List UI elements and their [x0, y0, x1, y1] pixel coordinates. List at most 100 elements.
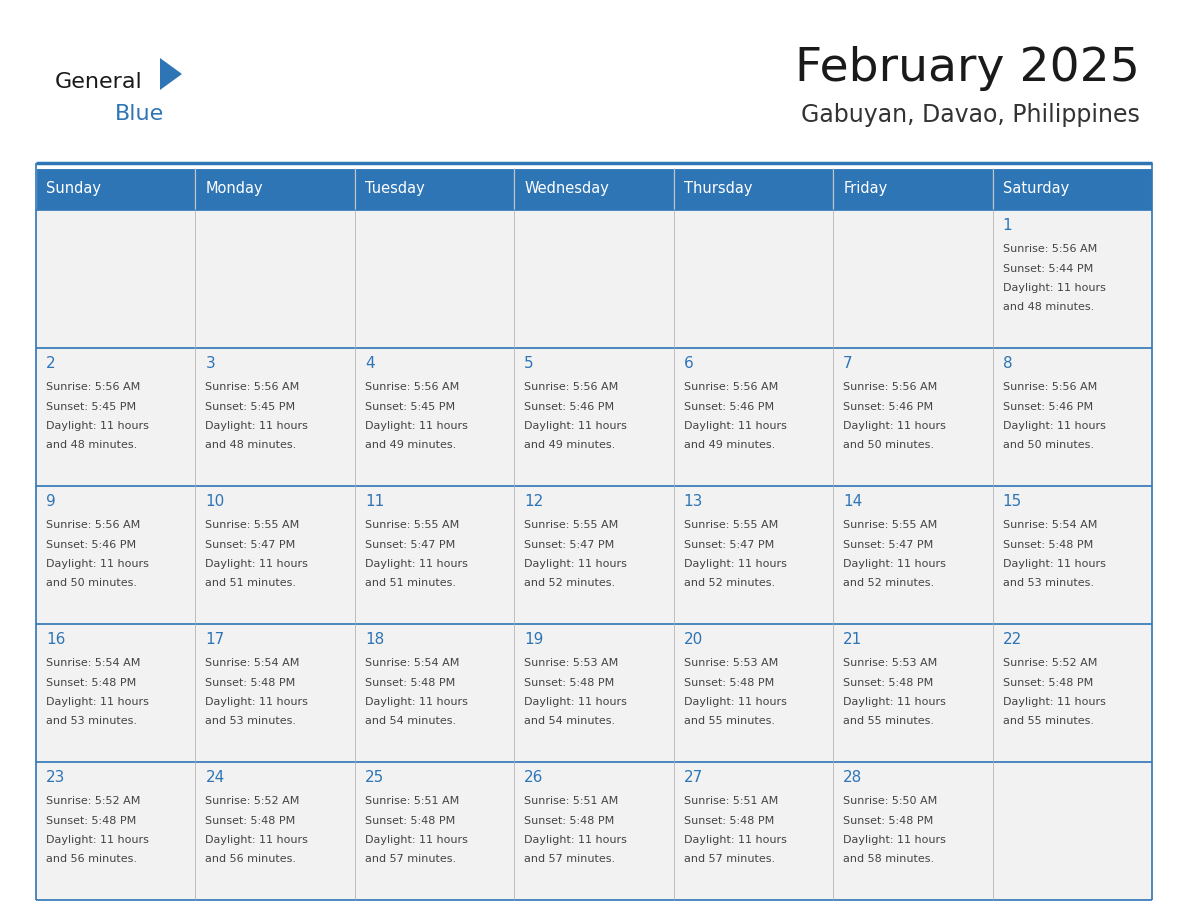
Text: Gabuyan, Davao, Philippines: Gabuyan, Davao, Philippines	[801, 103, 1140, 127]
Text: Blue: Blue	[115, 104, 164, 124]
Text: and 50 minutes.: and 50 minutes.	[46, 578, 137, 588]
Text: and 55 minutes.: and 55 minutes.	[684, 717, 775, 726]
Text: Saturday: Saturday	[1003, 182, 1069, 196]
Text: Sunrise: 5:56 AM: Sunrise: 5:56 AM	[1003, 244, 1097, 254]
Text: Sunset: 5:46 PM: Sunset: 5:46 PM	[1003, 401, 1093, 411]
Text: and 50 minutes.: and 50 minutes.	[1003, 441, 1094, 451]
Text: Sunrise: 5:54 AM: Sunrise: 5:54 AM	[1003, 520, 1097, 530]
Bar	[196, 624, 355, 762]
Text: Sunrise: 5:51 AM: Sunrise: 5:51 AM	[365, 796, 459, 806]
Text: and 48 minutes.: and 48 minutes.	[46, 441, 138, 451]
Text: Wednesday: Wednesday	[524, 182, 609, 196]
Text: 25: 25	[365, 770, 384, 785]
Bar	[514, 168, 674, 210]
Bar	[514, 624, 674, 762]
Text: Daylight: 11 hours: Daylight: 11 hours	[365, 697, 468, 707]
Text: Daylight: 11 hours: Daylight: 11 hours	[46, 697, 148, 707]
Text: 2: 2	[46, 356, 56, 371]
Text: Sunset: 5:48 PM: Sunset: 5:48 PM	[206, 677, 296, 688]
Bar	[992, 624, 1152, 762]
Text: Sunrise: 5:56 AM: Sunrise: 5:56 AM	[843, 382, 937, 392]
Text: Daylight: 11 hours: Daylight: 11 hours	[843, 421, 946, 431]
Text: Sunrise: 5:53 AM: Sunrise: 5:53 AM	[684, 658, 778, 668]
Text: Sunrise: 5:53 AM: Sunrise: 5:53 AM	[843, 658, 937, 668]
Text: Daylight: 11 hours: Daylight: 11 hours	[524, 421, 627, 431]
Text: Daylight: 11 hours: Daylight: 11 hours	[524, 559, 627, 569]
Bar	[992, 762, 1152, 900]
Text: Sunset: 5:47 PM: Sunset: 5:47 PM	[206, 540, 296, 550]
Bar	[674, 168, 833, 210]
Bar	[36, 762, 196, 900]
Text: Daylight: 11 hours: Daylight: 11 hours	[843, 835, 946, 845]
Text: 14: 14	[843, 494, 862, 509]
Text: and 57 minutes.: and 57 minutes.	[524, 855, 615, 865]
Text: and 56 minutes.: and 56 minutes.	[206, 855, 297, 865]
Bar	[674, 762, 833, 900]
Text: Daylight: 11 hours: Daylight: 11 hours	[206, 697, 309, 707]
Bar	[992, 486, 1152, 624]
Text: and 55 minutes.: and 55 minutes.	[1003, 717, 1094, 726]
Bar	[674, 624, 833, 762]
Text: Sunrise: 5:54 AM: Sunrise: 5:54 AM	[206, 658, 299, 668]
Text: 24: 24	[206, 770, 225, 785]
Text: Daylight: 11 hours: Daylight: 11 hours	[206, 421, 309, 431]
Bar	[833, 624, 992, 762]
Text: Sunset: 5:48 PM: Sunset: 5:48 PM	[843, 815, 934, 825]
Bar	[992, 168, 1152, 210]
Text: and 53 minutes.: and 53 minutes.	[206, 717, 297, 726]
Bar	[196, 762, 355, 900]
Bar	[992, 210, 1152, 348]
Text: Daylight: 11 hours: Daylight: 11 hours	[1003, 559, 1106, 569]
Text: Sunset: 5:48 PM: Sunset: 5:48 PM	[46, 815, 137, 825]
Text: 1: 1	[1003, 218, 1012, 233]
Text: Daylight: 11 hours: Daylight: 11 hours	[1003, 697, 1106, 707]
Text: Daylight: 11 hours: Daylight: 11 hours	[1003, 283, 1106, 293]
Text: 12: 12	[524, 494, 544, 509]
Text: Sunrise: 5:56 AM: Sunrise: 5:56 AM	[46, 382, 140, 392]
Text: 28: 28	[843, 770, 862, 785]
Text: Sunset: 5:45 PM: Sunset: 5:45 PM	[46, 401, 137, 411]
Text: February 2025: February 2025	[795, 46, 1140, 91]
Text: 5: 5	[524, 356, 533, 371]
Text: Daylight: 11 hours: Daylight: 11 hours	[843, 697, 946, 707]
Text: Sunset: 5:47 PM: Sunset: 5:47 PM	[843, 540, 934, 550]
Text: Daylight: 11 hours: Daylight: 11 hours	[843, 559, 946, 569]
Text: Daylight: 11 hours: Daylight: 11 hours	[684, 697, 786, 707]
Text: Daylight: 11 hours: Daylight: 11 hours	[365, 559, 468, 569]
Text: 8: 8	[1003, 356, 1012, 371]
Text: Daylight: 11 hours: Daylight: 11 hours	[365, 835, 468, 845]
Text: Daylight: 11 hours: Daylight: 11 hours	[684, 559, 786, 569]
Text: Sunset: 5:48 PM: Sunset: 5:48 PM	[684, 815, 773, 825]
Text: and 48 minutes.: and 48 minutes.	[206, 441, 297, 451]
Text: Sunset: 5:48 PM: Sunset: 5:48 PM	[365, 815, 455, 825]
Text: General: General	[55, 72, 143, 92]
Text: and 57 minutes.: and 57 minutes.	[684, 855, 775, 865]
Text: Sunrise: 5:51 AM: Sunrise: 5:51 AM	[684, 796, 778, 806]
Text: Sunrise: 5:54 AM: Sunrise: 5:54 AM	[46, 658, 140, 668]
Text: 27: 27	[684, 770, 703, 785]
Text: Sunrise: 5:56 AM: Sunrise: 5:56 AM	[46, 520, 140, 530]
Text: Sunset: 5:47 PM: Sunset: 5:47 PM	[684, 540, 773, 550]
Text: 9: 9	[46, 494, 56, 509]
Text: Sunset: 5:46 PM: Sunset: 5:46 PM	[524, 401, 614, 411]
Text: 20: 20	[684, 632, 703, 647]
Text: Tuesday: Tuesday	[365, 182, 424, 196]
Text: 6: 6	[684, 356, 694, 371]
Text: and 54 minutes.: and 54 minutes.	[365, 717, 456, 726]
Text: and 51 minutes.: and 51 minutes.	[365, 578, 456, 588]
Text: Sunset: 5:48 PM: Sunset: 5:48 PM	[524, 677, 614, 688]
Text: Thursday: Thursday	[684, 182, 752, 196]
Text: Daylight: 11 hours: Daylight: 11 hours	[1003, 421, 1106, 431]
Text: and 54 minutes.: and 54 minutes.	[524, 717, 615, 726]
Bar	[196, 210, 355, 348]
Text: 16: 16	[46, 632, 65, 647]
Text: Sunset: 5:45 PM: Sunset: 5:45 PM	[365, 401, 455, 411]
Bar	[196, 348, 355, 486]
Text: and 52 minutes.: and 52 minutes.	[524, 578, 615, 588]
Bar	[833, 762, 992, 900]
Text: Sunrise: 5:55 AM: Sunrise: 5:55 AM	[524, 520, 619, 530]
Text: Sunset: 5:48 PM: Sunset: 5:48 PM	[206, 815, 296, 825]
Text: Sunrise: 5:50 AM: Sunrise: 5:50 AM	[843, 796, 937, 806]
Text: Monday: Monday	[206, 182, 263, 196]
Text: Sunrise: 5:56 AM: Sunrise: 5:56 AM	[524, 382, 619, 392]
